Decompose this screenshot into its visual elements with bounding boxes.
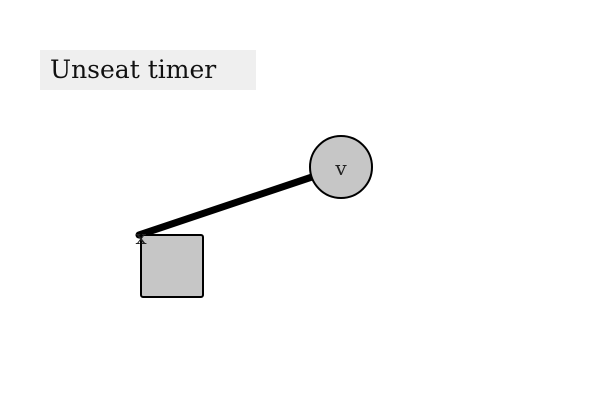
circle-node[interactable] xyxy=(309,135,373,199)
circle-node-label: v xyxy=(334,156,347,180)
square-node-label: x xyxy=(135,225,147,249)
square-node[interactable] xyxy=(140,234,204,298)
task-label: Unseat timer xyxy=(40,50,256,90)
connector-line xyxy=(135,173,316,239)
